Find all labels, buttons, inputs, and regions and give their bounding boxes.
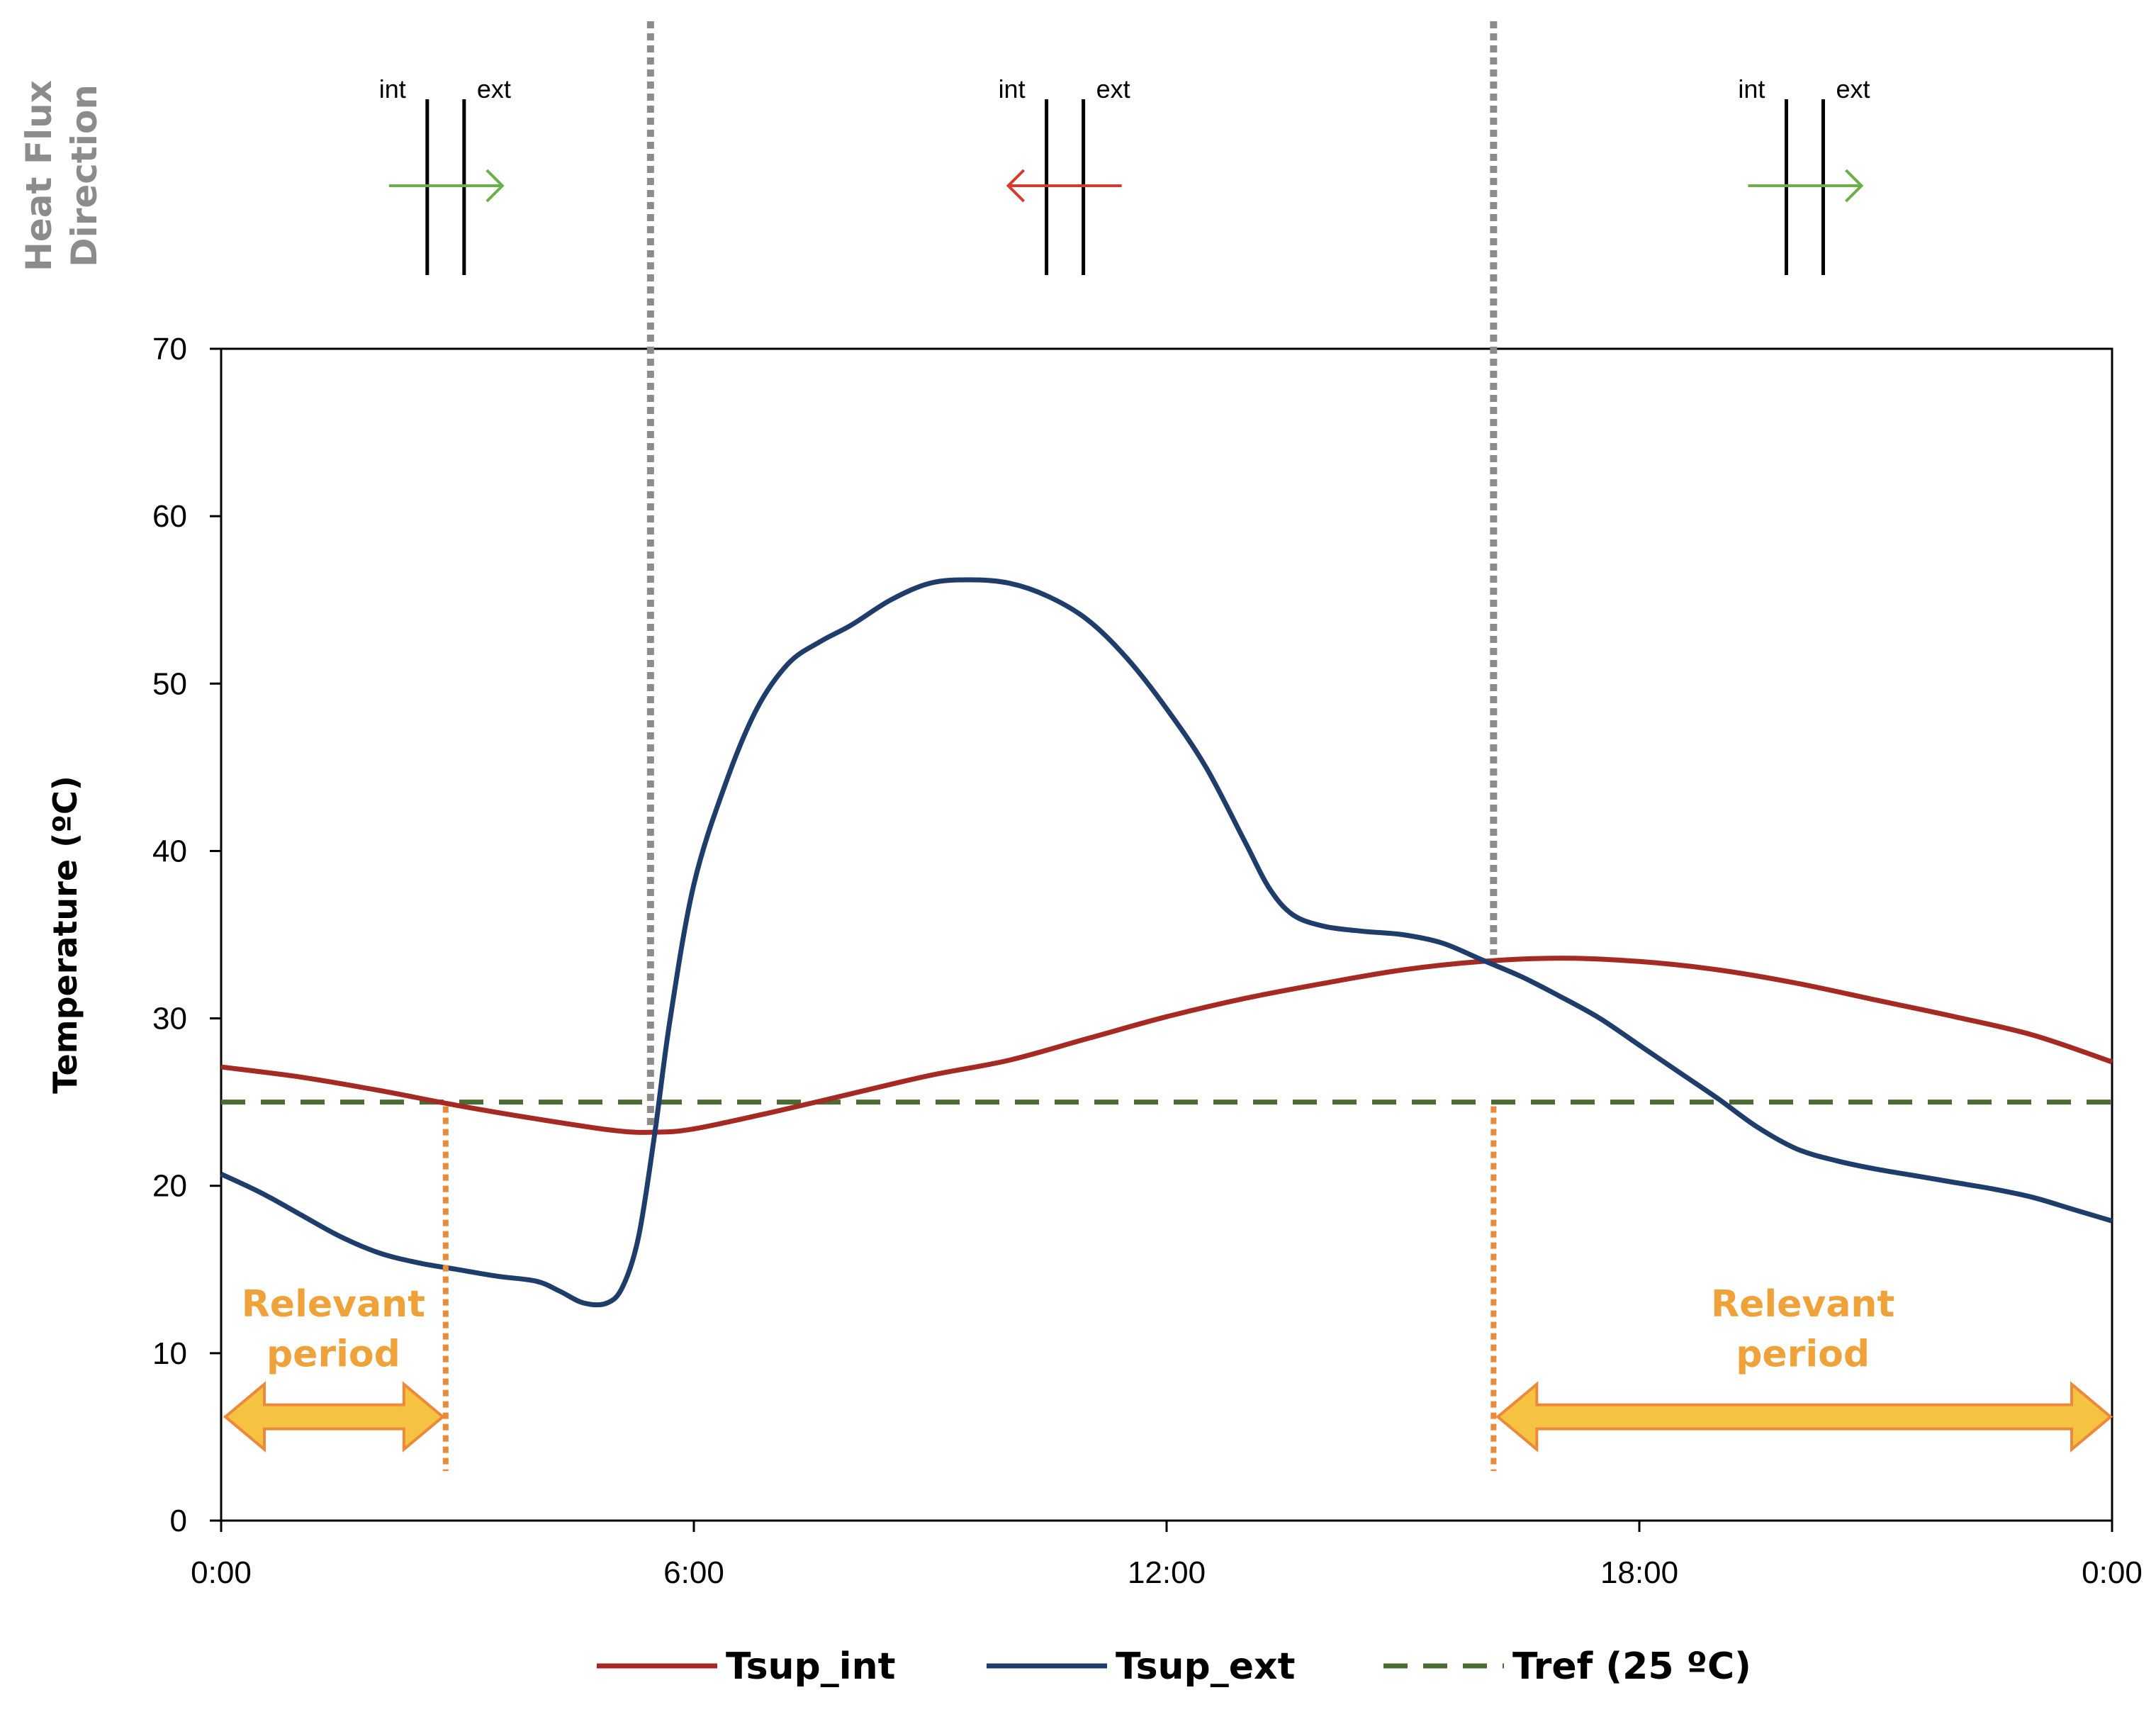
wall-label-int: int xyxy=(379,74,406,103)
relevant-period-label-line1: Relevant xyxy=(1711,1283,1894,1326)
legend: Tsup_int Tsup_ext Tref (25 ºC) xyxy=(597,1645,1751,1688)
relevant-period-arrow-1 xyxy=(223,1381,445,1453)
x-tick-label: 12:00 xyxy=(1128,1555,1206,1590)
series-line-tsup-ext xyxy=(220,577,2113,1308)
y-tick-label: 50 xyxy=(152,666,187,701)
heat-flux-panel: Heat Flux Direction int ext int ext int ext xyxy=(18,74,1870,275)
relevant-period-arrow-2 xyxy=(1495,1381,2113,1453)
wall-label-ext: ext xyxy=(1096,74,1130,103)
y-tick-label: 0 xyxy=(170,1504,187,1538)
y-tick-label: 10 xyxy=(152,1336,187,1371)
legend-label-1: Tsup_int xyxy=(726,1645,895,1688)
y-tick-label: 70 xyxy=(152,332,187,367)
wall-label-ext: ext xyxy=(1836,74,1870,103)
y-tick-label: 20 xyxy=(152,1169,187,1204)
wall-label-ext: ext xyxy=(477,74,511,103)
wall-label-int: int xyxy=(1738,74,1765,103)
wall-label-int: int xyxy=(999,74,1026,103)
x-tick-label: 0:00 xyxy=(191,1555,252,1590)
axes-layer: 0 10 20 30 40 50 60 70 0:00 6:00 12:00 18:00 0:00 Tem… xyxy=(46,332,2143,1590)
series-line-tsup-int xyxy=(220,956,2113,1135)
x-tick-label: 6:00 xyxy=(663,1555,724,1590)
arrow-right-icon xyxy=(485,169,505,203)
relevant-period-label-line2: period xyxy=(1736,1333,1870,1376)
x-tick-label: 0:00 xyxy=(2082,1555,2143,1590)
legend-label-2: Tsup_ext xyxy=(1116,1645,1295,1688)
relevant-period-label-line2: period xyxy=(266,1333,400,1376)
annotation-layer: Relevant period Relevant period xyxy=(223,21,2113,1471)
arrow-left-icon xyxy=(1006,169,1026,203)
y-tick-label: 40 xyxy=(152,834,187,868)
heat-flux-title-line1: Heat Flux xyxy=(18,80,60,272)
y-tick-label: 30 xyxy=(152,1002,187,1036)
series-layer xyxy=(220,577,2113,1308)
heat-flux-title-line2: Direction xyxy=(64,84,105,267)
arrow-right-icon xyxy=(1845,169,1864,203)
x-tick-label: 18:00 xyxy=(1600,1555,1678,1590)
y-tick-label: 60 xyxy=(152,499,187,534)
relevant-period-label-line1: Relevant xyxy=(242,1283,425,1326)
y-axis-title: Temperature (ºC) xyxy=(46,776,84,1094)
legend-label-3: Tref (25 ºC) xyxy=(1512,1645,1751,1688)
